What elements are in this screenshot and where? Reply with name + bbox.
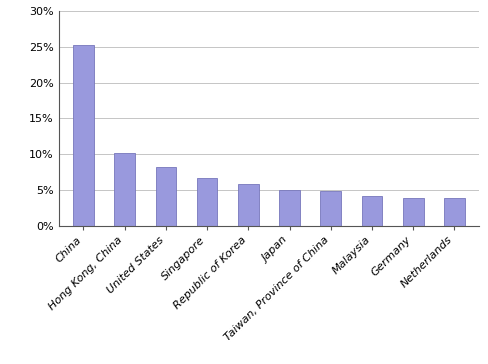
Bar (114, 153, 135, 226)
Bar (155, 167, 176, 226)
Bar (443, 198, 464, 226)
Bar (361, 196, 382, 226)
Bar (402, 198, 423, 226)
Bar (279, 190, 299, 226)
Bar (73, 45, 94, 226)
Bar (320, 191, 341, 226)
Bar (238, 184, 258, 226)
Bar (196, 178, 217, 226)
